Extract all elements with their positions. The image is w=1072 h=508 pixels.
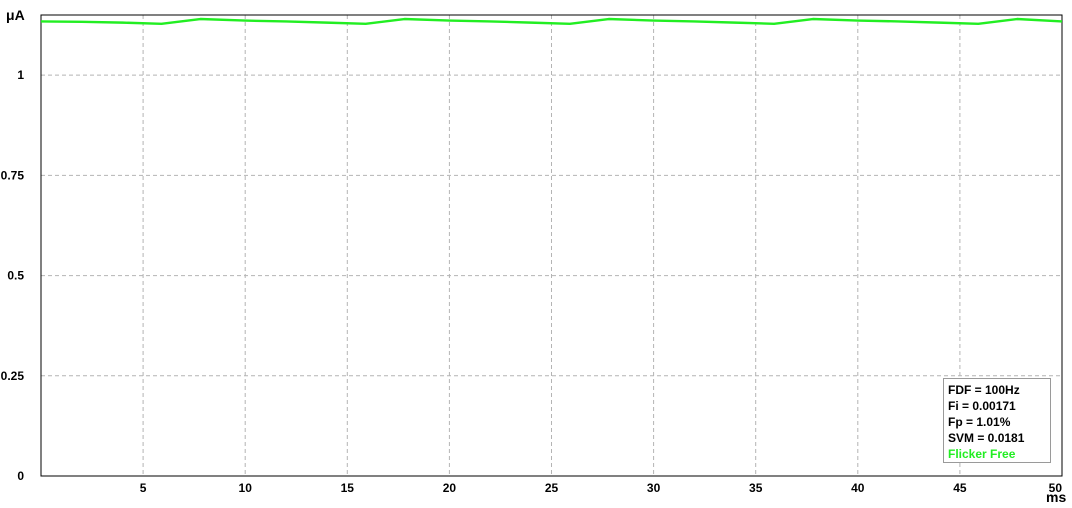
flicker-metrics-box: FDF = 100Hz Fi = 0.00171 Fp = 1.01% SVM … <box>943 378 1051 463</box>
y-tick-label: 1 <box>17 68 24 82</box>
fi-value: Fi = 0.00171 <box>948 399 1016 413</box>
series-layer <box>40 17 1063 26</box>
x-tick-label: 20 <box>443 481 457 495</box>
y-tick-label: 0.75 <box>1 168 25 182</box>
svm-value: SVM = 0.0181 <box>948 431 1025 445</box>
x-axis-unit: ms <box>1046 489 1066 505</box>
x-tick-label: 30 <box>647 481 661 495</box>
plot-frame <box>40 14 1063 477</box>
x-tick-labels: 5 10 15 20 25 30 35 40 45 50 <box>140 481 1063 495</box>
fdf-value: FDF = 100Hz <box>948 383 1020 397</box>
x-tick-label: 45 <box>953 481 967 495</box>
x-tick-label: 50 <box>1049 481 1063 495</box>
grid <box>41 15 1062 476</box>
x-tick-label: 5 <box>140 481 147 495</box>
y-axis-unit: μA <box>6 7 25 23</box>
x-tick-label: 25 <box>545 481 559 495</box>
y-tick-label: 0.5 <box>7 269 24 283</box>
x-tick-label: 15 <box>341 481 355 495</box>
flicker-status: Flicker Free <box>948 447 1016 461</box>
current-waveform-line <box>40 17 1063 26</box>
x-tick-label: 35 <box>749 481 763 495</box>
x-tick-label: 40 <box>851 481 865 495</box>
fp-value: Fp = 1.01% <box>948 415 1011 429</box>
y-tick-labels: 0 0.25 0.5 0.75 1 <box>1 68 25 483</box>
y-tick-label: 0.25 <box>1 369 25 383</box>
y-tick-label: 0 <box>17 469 24 483</box>
x-tick-label: 10 <box>239 481 253 495</box>
